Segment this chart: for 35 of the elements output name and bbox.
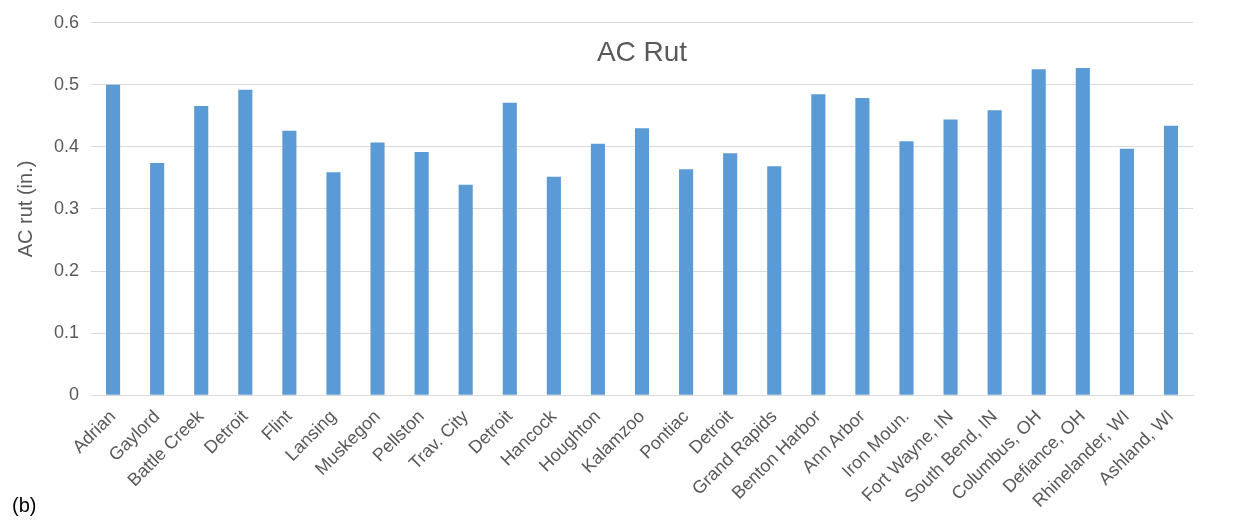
bar (1163, 125, 1179, 395)
bar (370, 142, 385, 395)
y-tick-label: 0.2 (53, 260, 80, 281)
bar (855, 97, 870, 395)
y-tick-label: 0.6 (53, 11, 80, 32)
text: AC Rut (596, 35, 688, 67)
bar (590, 143, 605, 395)
bar (943, 119, 958, 395)
y-tick-label: 0.3 (53, 197, 80, 218)
bar (767, 166, 782, 395)
text: (b) (12, 494, 37, 517)
y-tick-label: 0.5 (53, 73, 80, 94)
bar (679, 169, 694, 395)
bar (634, 128, 650, 395)
bar (150, 163, 165, 395)
bar (502, 102, 517, 395)
y-tick-label: 0.4 (53, 135, 80, 156)
bar (899, 141, 914, 395)
y-tick-label: 0 (69, 384, 80, 405)
bar (1119, 148, 1134, 395)
y-tick-label: 0.1 (53, 322, 80, 343)
bar (458, 184, 473, 395)
bar (546, 176, 561, 395)
bar (1075, 68, 1090, 395)
bar (414, 151, 429, 395)
bar (987, 110, 1002, 395)
bar (1031, 69, 1046, 395)
bar (106, 84, 121, 395)
bar (723, 153, 738, 395)
bar (238, 89, 253, 395)
bar (326, 172, 341, 395)
bar (811, 94, 826, 395)
y-axis-title: AC rut (in.) (13, 160, 36, 258)
bar (194, 105, 209, 395)
bar (282, 130, 297, 395)
